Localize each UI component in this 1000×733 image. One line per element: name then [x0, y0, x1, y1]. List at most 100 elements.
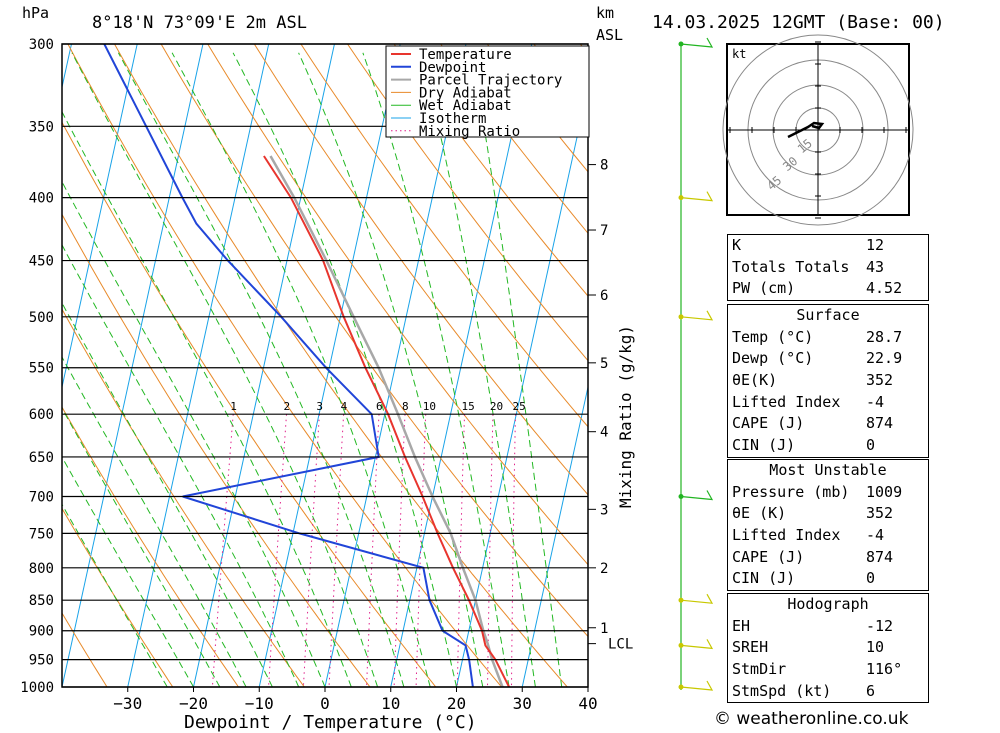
temperature-line — [263, 155, 511, 687]
dry-adiabat-line — [253, 44, 588, 496]
mixing-ratio-line — [211, 414, 234, 687]
stmspd-row: StmSpd (kt) 6 — [732, 681, 876, 700]
km-unit-label: km — [596, 4, 614, 22]
most-unstable-title: Most Unstable — [769, 461, 887, 479]
mixing-ratio-label: 25 — [512, 400, 525, 413]
credit-link[interactable]: © weatheronline.co.uk — [714, 709, 909, 729]
pressure-tick-label: 850 — [29, 593, 54, 609]
wet-adiabat-line — [62, 503, 168, 687]
mixing-ratio-label: 4 — [341, 400, 348, 413]
surface-cape-row: CAPE (J) 874 — [732, 414, 894, 433]
isotherm-line — [0, 44, 6, 687]
mixing-ratio-line — [393, 414, 406, 687]
x-tick-label: 40 — [578, 694, 597, 713]
mixing-ratio-label: 20 — [490, 400, 503, 413]
datetime-label: 14.03.2025 12GMT (Base: 00) — [652, 12, 945, 33]
pressure-tick-label: 400 — [29, 191, 54, 207]
wet-adiabat-line — [62, 110, 352, 687]
mixing-ratio-line — [511, 414, 516, 687]
isotherm-line — [521, 384, 588, 687]
pressure-tick-label: 300 — [29, 37, 54, 53]
surface-li-row: Lifted Index -4 — [732, 392, 885, 411]
x-axis-title: Dewpoint / Temperature (°C) — [184, 712, 477, 733]
mixing-ratio-line — [302, 414, 320, 687]
pressure-tick-label: 450 — [29, 254, 54, 270]
isotherm-line — [62, 44, 204, 687]
wet-adiabat-line — [71, 52, 379, 687]
sreh-row: SREH 10 — [732, 638, 885, 657]
isotherm-line — [62, 44, 138, 390]
wet-adiabat-line — [117, 52, 405, 687]
x-tick-label: −10 — [245, 694, 274, 713]
dry-adiabat-line — [62, 612, 108, 687]
mixing-ratio-line — [268, 414, 287, 687]
wind-barb — [680, 680, 714, 691]
km-tick-label: LCL — [608, 637, 633, 653]
isotherm-line — [258, 44, 401, 687]
legend-entry: Dry Adiabat — [419, 85, 512, 101]
hodograph-unit: kt — [732, 47, 746, 61]
legend-entry: Dewpoint — [419, 60, 486, 76]
indices-panel: K 12 Totals Totals 43 PW (cm) 4.52 — [727, 234, 929, 302]
asl-unit-label: ASL — [596, 26, 623, 44]
mixing-ratio-line — [366, 414, 380, 687]
wet-adiabat-line — [471, 52, 563, 687]
pressure-tick-label: 600 — [29, 407, 54, 423]
km-tick-label: 5 — [600, 356, 608, 372]
surface-temp-row: Temp (°C) 28.7 — [732, 327, 903, 346]
wet-adiabat-line — [62, 180, 326, 687]
wind-barb — [680, 593, 714, 604]
eh-row: EH -12 — [732, 616, 894, 635]
pressure-tick-label: 900 — [29, 624, 54, 640]
wet-adiabat-line — [420, 52, 536, 687]
hodograph-ring — [722, 34, 914, 226]
isotherm-line — [193, 44, 335, 687]
pressure-tick-label: 950 — [29, 653, 54, 669]
mu-cape-row: CAPE (J) 874 — [732, 547, 894, 566]
pressure-tick-label: 800 — [29, 561, 54, 577]
most-unstable-panel: Most Unstable Pressure (mb) 1009 θE (K) 35… — [727, 459, 929, 592]
mixing-ratio-line — [487, 414, 494, 687]
mixing-ratio-line — [456, 414, 465, 687]
surface-dewp-row: Dewp (°C) 22.9 — [732, 349, 903, 368]
mixing-ratio-label: 6 — [376, 400, 383, 413]
surface-panel: Surface Temp (°C) 28.7 Dewp (°C) 22.9 θE(K… — [727, 304, 929, 458]
x-tick-label: 20 — [447, 694, 466, 713]
isotherm-line — [390, 44, 533, 687]
mu-pressure-row: Pressure (mb) 1009 — [732, 482, 903, 501]
mixing-ratio-label: 10 — [423, 400, 436, 413]
legend-entry: Mixing Ratio — [419, 124, 520, 140]
y2-axis-title: Mixing Ratio (g/kg) — [616, 325, 635, 508]
pressure-tick-label: 750 — [29, 526, 54, 542]
mixing-ratio-line — [415, 414, 427, 687]
wind-barb — [680, 37, 714, 48]
dry-adiabat-line — [393, 44, 588, 297]
x-tick-label: 10 — [381, 694, 400, 713]
km-tick-label: 6 — [600, 288, 608, 304]
surface-theta-row: θE(K) 352 — [732, 371, 894, 390]
legend-entry: Wet Adiabat — [419, 98, 512, 114]
wet-adiabat-line — [171, 52, 431, 687]
wind-barb — [680, 310, 714, 321]
wind-barb — [680, 191, 714, 202]
x-tick-label: −30 — [113, 694, 142, 713]
stmdir-row: StmDir 116° — [732, 660, 903, 679]
mixing-ratio-label: 1 — [230, 400, 237, 413]
km-tick-label: 3 — [600, 502, 608, 518]
x-tick-label: 0 — [320, 694, 330, 713]
km-tick-label: 2 — [600, 561, 608, 577]
mixing-ratio-label: 3 — [316, 400, 323, 413]
k-index-row: K 12 — [732, 236, 885, 254]
pw-row: PW (cm) 4.52 — [732, 279, 903, 298]
wet-adiabat-line — [62, 243, 300, 687]
wet-adiabat-line — [362, 52, 510, 687]
legend-entry: Isotherm — [419, 111, 486, 127]
km-tick-label: 4 — [600, 425, 608, 441]
dry-adiabat-line — [114, 44, 568, 687]
hodograph-panel: Hodograph EH -12 SREH 10 StmDir 116° StmSpd… — [727, 593, 929, 704]
dry-adiabat-line — [62, 213, 371, 687]
chart-axes: 3003504004505005506006507007508008509009… — [20, 37, 633, 713]
x-tick-label: 30 — [513, 694, 532, 713]
wind-barb — [680, 639, 714, 650]
isotherm-line — [587, 684, 588, 687]
